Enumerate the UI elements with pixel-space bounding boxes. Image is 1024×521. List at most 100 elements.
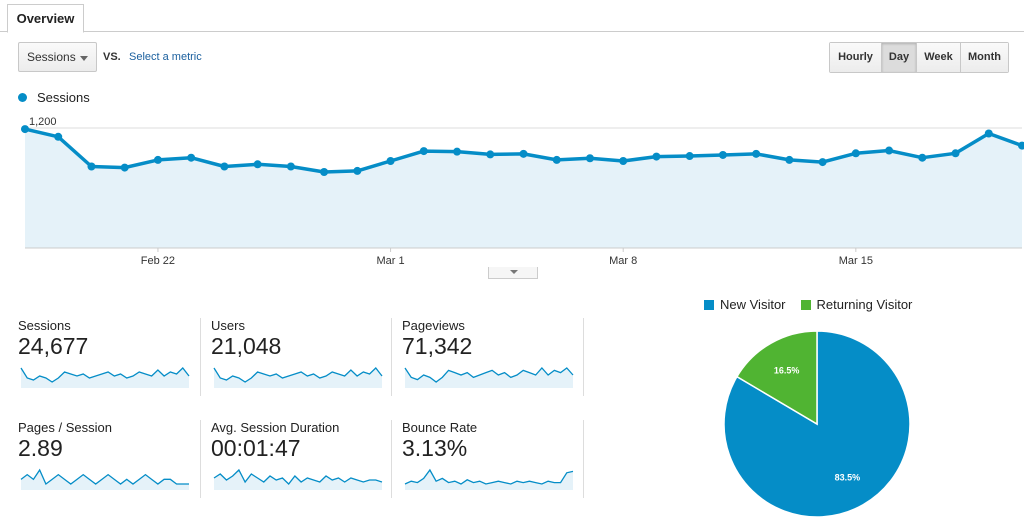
sessions-point bbox=[253, 160, 262, 169]
pie-slice-label: 83.5% bbox=[835, 472, 861, 482]
sessions-point bbox=[120, 163, 129, 172]
sessions-point bbox=[153, 155, 162, 164]
sparkline-line bbox=[213, 367, 383, 383]
chart-legend: Sessions bbox=[18, 90, 90, 105]
chevron-down-icon bbox=[80, 56, 88, 61]
metric-card[interactable]: Users 21,048 bbox=[211, 318, 401, 398]
sessions-legend-marker bbox=[18, 93, 27, 102]
sessions-point bbox=[619, 157, 628, 165]
sessions-legend-label: Sessions bbox=[37, 90, 90, 105]
sparkline-line bbox=[20, 468, 189, 486]
tab-bar: Overview bbox=[0, 0, 1024, 33]
sparkline-line bbox=[404, 367, 574, 383]
granularity-month-button[interactable]: Month bbox=[960, 43, 1008, 72]
sessions-point bbox=[785, 155, 794, 164]
sessions-point bbox=[21, 125, 29, 134]
metric-label: Avg. Session Duration bbox=[211, 420, 340, 435]
pie-slice bbox=[735, 330, 818, 426]
sessions-point bbox=[718, 150, 727, 159]
metric-card[interactable]: Bounce Rate 3.13% bbox=[402, 420, 592, 500]
vs-label: VS. bbox=[103, 51, 121, 63]
granularity-day-button[interactable]: Day bbox=[881, 43, 916, 72]
granularity-toggle: Hourly Day Week Month bbox=[829, 42, 1009, 73]
sessions-point bbox=[984, 129, 993, 138]
sessions-point bbox=[419, 147, 428, 156]
metric-label: Pageviews bbox=[402, 318, 465, 333]
sparkline-area bbox=[214, 368, 382, 388]
sessions-point bbox=[918, 153, 927, 162]
metric-sparkline bbox=[213, 367, 383, 388]
sessions-point bbox=[552, 155, 561, 164]
metric-card[interactable]: Pageviews 71,342 bbox=[402, 318, 592, 398]
sessions-point bbox=[453, 147, 462, 156]
sessions-point bbox=[519, 149, 528, 158]
sparkline-line bbox=[404, 468, 574, 485]
divider bbox=[200, 420, 201, 498]
metric-card[interactable]: Avg. Session Duration 00:01:47 bbox=[211, 420, 401, 500]
divider bbox=[200, 318, 201, 396]
returning-visitor-swatch bbox=[800, 299, 811, 310]
y-tick-label: 1,200 bbox=[29, 116, 57, 128]
sessions-point bbox=[87, 162, 96, 171]
divider bbox=[583, 318, 584, 396]
pie-legend-item-returning: Returning Visitor bbox=[800, 297, 913, 312]
pie-legend-label-new: New Visitor bbox=[720, 297, 786, 312]
metric-label: Pages / Session bbox=[18, 420, 112, 435]
metric-card[interactable]: Pages / Session 2.89 bbox=[18, 420, 208, 500]
x-tick-label: Mar 8 bbox=[609, 255, 637, 267]
metric-select-dropdown[interactable]: Sessions bbox=[18, 42, 97, 72]
visitor-pie-chart[interactable]: 83.5% 16.5% bbox=[722, 329, 912, 519]
metric-card[interactable]: Sessions 24,677 bbox=[18, 318, 208, 398]
expand-chart-toggle[interactable] bbox=[488, 267, 538, 279]
sparkline-area bbox=[21, 368, 189, 388]
sessions-point bbox=[1018, 141, 1024, 150]
select-metric-link[interactable]: Select a metric bbox=[129, 51, 202, 63]
metric-label: Bounce Rate bbox=[402, 420, 478, 435]
metric-label: Users bbox=[211, 318, 245, 333]
metric-sparkline bbox=[20, 367, 190, 388]
sparkline-area bbox=[214, 470, 382, 490]
metric-sparkline bbox=[213, 468, 383, 490]
sessions-point bbox=[851, 149, 860, 158]
sessions-point bbox=[685, 152, 694, 161]
sessions-point bbox=[652, 152, 661, 161]
granularity-week-button[interactable]: Week bbox=[916, 43, 960, 72]
pie-slice-label: 16.5% bbox=[774, 366, 800, 376]
metric-sparkline bbox=[404, 367, 574, 388]
metric-sparkline bbox=[404, 468, 574, 490]
x-tick-label: Feb 22 bbox=[141, 255, 175, 267]
sessions-point bbox=[220, 162, 229, 171]
sessions-point bbox=[585, 154, 594, 163]
divider bbox=[583, 420, 584, 498]
pie-slice bbox=[723, 330, 911, 518]
sparkline-line bbox=[20, 367, 190, 383]
sessions-point bbox=[951, 149, 960, 158]
metric-value: 3.13% bbox=[402, 435, 468, 461]
sessions-point bbox=[386, 157, 395, 165]
sparkline-area bbox=[21, 470, 189, 490]
tab-overview[interactable]: Overview bbox=[7, 4, 84, 33]
x-tick-label: Mar 15 bbox=[839, 255, 873, 267]
sessions-point bbox=[752, 149, 761, 158]
pie-legend-label-returning: Returning Visitor bbox=[816, 297, 913, 312]
sessions-point bbox=[320, 168, 329, 176]
new-visitor-swatch bbox=[704, 299, 714, 310]
granularity-hourly-button[interactable]: Hourly bbox=[830, 43, 881, 72]
sessions-area bbox=[25, 129, 1022, 248]
sessions-point bbox=[286, 162, 295, 171]
divider bbox=[391, 420, 392, 498]
pie-legend-item-new: New Visitor bbox=[704, 297, 786, 312]
metric-sparkline bbox=[20, 468, 189, 490]
chevron-down-icon bbox=[510, 270, 518, 274]
metric-value: 00:01:47 bbox=[211, 435, 301, 461]
sparkline-area bbox=[405, 470, 573, 490]
sessions-point bbox=[486, 150, 495, 159]
sessions-point bbox=[187, 153, 196, 162]
metric-select-value: Sessions bbox=[27, 50, 76, 64]
sessions-point bbox=[818, 158, 827, 167]
sparkline-line bbox=[213, 468, 383, 485]
metric-label: Sessions bbox=[18, 318, 71, 333]
sessions-point bbox=[54, 132, 63, 141]
pie-legend: New Visitor Returning Visitor bbox=[704, 297, 927, 312]
